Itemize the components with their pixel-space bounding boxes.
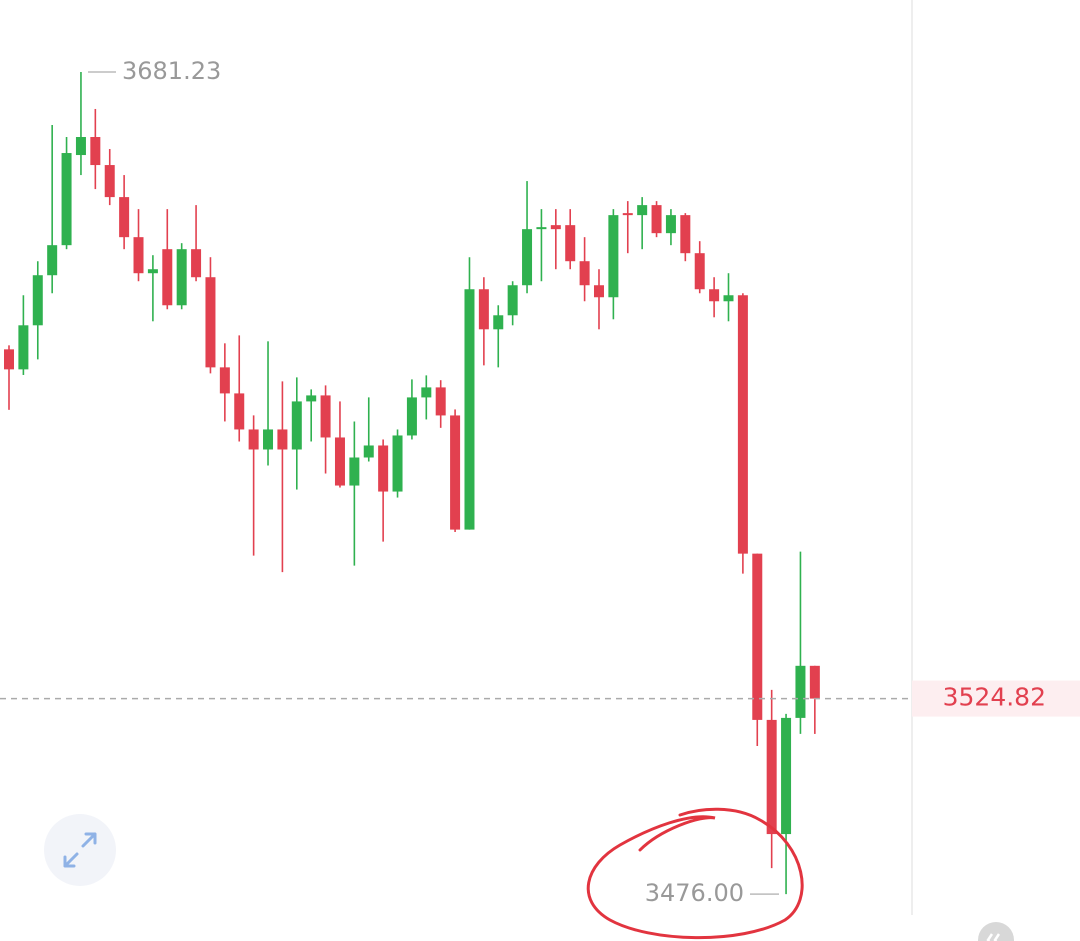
candle-body — [291, 401, 302, 450]
candle-body — [507, 285, 518, 316]
last-price-label: 3524.82 — [943, 683, 1046, 712]
candle-body — [263, 429, 274, 450]
hand-drawn-circle — [586, 807, 804, 940]
candle-body — [75, 137, 86, 156]
candle-body — [133, 237, 144, 274]
labels: 3524.82 3681.23 3476.00 — [0, 57, 1080, 907]
low-label: 3476.00 — [645, 879, 744, 907]
candle-body — [665, 215, 676, 234]
candle-body — [550, 225, 561, 230]
candle-body — [565, 225, 576, 262]
candle-body — [61, 153, 72, 246]
candle-body — [363, 445, 374, 458]
candle-body — [47, 245, 58, 276]
candle-body — [32, 275, 43, 326]
candle-body — [450, 415, 461, 530]
candle-body — [119, 197, 130, 238]
candle-body — [493, 315, 504, 330]
candle-body — [18, 325, 29, 370]
candle-body — [809, 665, 820, 699]
candle-body — [219, 367, 230, 394]
expand-button[interactable] — [44, 814, 116, 886]
candle-body — [593, 285, 604, 298]
candle-body — [737, 295, 748, 554]
candle-body — [378, 445, 389, 492]
candle-body — [536, 227, 547, 230]
candle-body — [349, 457, 360, 486]
corner-button[interactable] — [978, 922, 1014, 941]
candle-body — [435, 387, 446, 416]
candle-body — [248, 429, 259, 450]
candle-body — [334, 437, 345, 486]
candle-body — [234, 393, 245, 430]
candle-body — [608, 215, 619, 298]
candle-body — [651, 205, 662, 234]
candle-body — [680, 215, 691, 254]
candle-body — [90, 137, 101, 166]
high-label: 3681.23 — [122, 57, 221, 85]
candle-body — [392, 435, 403, 492]
candle-body — [622, 213, 633, 216]
candle-body — [306, 395, 317, 402]
last-price-tag — [912, 680, 1080, 717]
candle-body — [478, 289, 489, 330]
candle-body — [522, 229, 533, 286]
candle-body — [723, 295, 734, 302]
candle-body — [277, 429, 288, 450]
candle-body — [709, 289, 720, 302]
candle-body — [421, 387, 432, 398]
candle-body — [104, 165, 115, 198]
candle-body — [579, 261, 590, 286]
candle-body — [781, 717, 792, 835]
candle-body — [795, 665, 806, 718]
candle-body — [766, 719, 777, 835]
candle-body — [752, 553, 763, 720]
candle-body — [406, 397, 417, 436]
candles — [4, 71, 820, 895]
candle-body — [4, 349, 14, 370]
candle-body — [637, 205, 648, 216]
candle-body — [694, 253, 705, 290]
candle-body — [147, 269, 158, 274]
candle-body — [464, 289, 475, 530]
candle-body — [205, 277, 216, 368]
candle-body — [176, 249, 187, 306]
candle-body — [320, 395, 331, 438]
candle-body — [191, 249, 202, 278]
candle-body — [162, 249, 173, 306]
